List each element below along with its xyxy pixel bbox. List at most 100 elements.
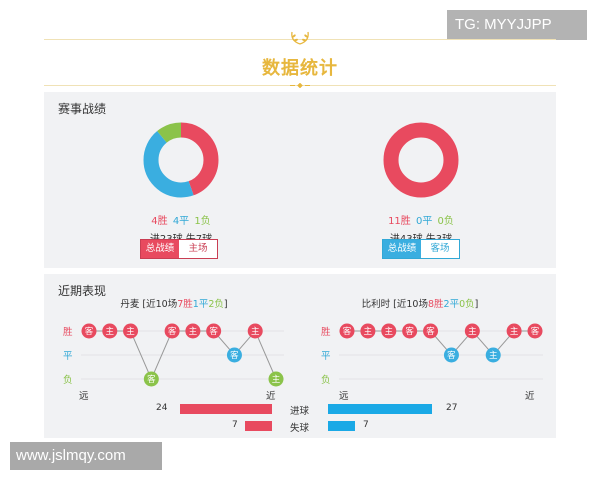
right-caption-wins: 8胜 [427,299,444,310]
left-form-marker [247,323,263,339]
right-form-venue-label: 主 [364,326,373,337]
right-wins: 11胜 [388,216,411,227]
right-record-donut-chart [383,122,459,198]
right-form-marker [527,323,543,339]
right-form-venue-label: 客 [531,326,540,337]
right-form-match-6: 客 [443,347,459,363]
left-home-button[interactable]: 主场 [179,240,217,258]
right-form-venue-label: 主 [510,326,519,337]
right-form-match-8: 主 [485,347,501,363]
left-form-match-9: 主 [247,323,263,339]
right-form-marker [423,323,439,339]
left-form-venue-label: 主 [106,326,115,337]
left-form-match-8: 客 [226,347,242,363]
left-caption-suffix: ] [223,299,228,310]
right-form-match-10: 客 [527,323,543,339]
left-form-match-1: 客 [81,323,97,339]
record-panel-title: 赛事战绩 [58,102,107,116]
right-caption-losses: 0负 [459,299,475,310]
right-record-toggle: 总战绩 客场 [382,239,460,259]
right-away-button[interactable]: 客场 [421,240,459,258]
left-caption-prefix: [近10场 [139,299,178,310]
right-x-label-far: 远 [339,391,349,402]
left-y-label-draw: 平 [63,351,73,362]
right-y-label-win: 胜 [321,327,331,338]
right-form-venue-label: 主 [385,326,394,337]
right-goals-conceded-bar [328,421,355,431]
left-form-marker [164,323,180,339]
left-goals-conceded-value: 7 [232,420,238,430]
form-panel-title: 近期表现 [58,284,107,298]
left-form-marker [143,371,159,387]
left-form-caption: 丹麦 [近10场7胜1平2负] [94,296,254,310]
header-divider-top [44,39,556,40]
right-form-match-3: 主 [381,323,397,339]
left-form-marker [226,347,242,363]
left-form-marker [102,323,118,339]
right-goals-scored-bar [328,404,432,414]
right-form-venue-label: 主 [489,350,498,361]
left-form-venue-label: 主 [126,326,135,337]
right-caption-draws: 2平 [443,299,460,310]
match-record-panel: 赛事战绩 4胜 4平 1负 进23球 失7球 总战绩 主场 11胜 0平 0负 … [44,92,556,268]
left-total-record-button[interactable]: 总战绩 [141,240,179,258]
left-goals-scored-bar [179,404,272,414]
right-form-match-7: 主 [464,323,480,339]
right-form-marker [485,347,501,363]
left-donut-slice-draws [143,122,219,198]
left-caption-wins: 7胜 [177,299,193,310]
left-form-marker [185,323,201,339]
left-record-donut-chart [143,122,219,198]
left-form-marker [206,323,222,339]
left-form-match-6: 主 [185,323,201,339]
watermark-telegram: TG: MYYJJPP [447,10,587,40]
left-form-match-7: 客 [206,323,222,339]
right-form-match-5: 客 [423,323,439,339]
right-form-marker [506,323,522,339]
goals-scored-label: 进球 [290,406,310,417]
right-form-marker [381,323,397,339]
left-form-venue-label: 主 [189,326,198,337]
left-y-label-loss: 负 [63,375,73,386]
left-losses: 1负 [194,216,211,227]
right-form-venue-label: 客 [447,350,456,361]
recent-form-chart: 客主主客客主客客主主客主主客客客主主主客 [81,323,543,387]
left-caption-losses: 2负 [208,299,224,310]
left-x-label-near: 近 [266,391,276,402]
left-form-marker [123,323,139,339]
right-caption-prefix: [近10场 [390,299,428,310]
right-goals-conceded-value: 7 [363,420,369,430]
right-form-venue-label: 客 [343,326,352,337]
left-form-venue-label: 客 [230,350,239,361]
right-form-match-2: 主 [360,323,376,339]
right-caption-suffix: ] [474,299,479,310]
left-form-venue-label: 客 [209,326,218,337]
left-team-name: 丹麦 [120,299,140,310]
left-goals-scored-value: 24 [156,403,168,413]
right-form-match-1: 客 [339,323,355,339]
right-form-match-4: 客 [402,323,418,339]
left-wins: 4胜 [151,216,168,227]
left-form-match-5: 客 [164,323,180,339]
diamond-ornament-icon [290,83,310,88]
right-form-match-9: 主 [506,323,522,339]
left-form-venue-label: 主 [251,326,260,337]
left-goals-conceded-bar [245,421,272,431]
right-form-caption: 比利时 [近10场8胜2平0负] [340,296,500,310]
right-total-record-button[interactable]: 总战绩 [383,240,421,258]
left-form-match-10: 主 [268,371,284,387]
left-form-marker [81,323,97,339]
section-header: 数据统计 [44,28,556,88]
right-draws: 0平 [415,216,433,227]
right-team-name: 比利时 [361,299,391,310]
right-form-marker [339,323,355,339]
left-form-venue-label: 客 [168,326,177,337]
left-form-line [89,330,277,381]
recent-form-panel: 近期表现 丹麦 [近10场7胜1平2负] 比利时 [近10场8胜2平0负] 胜 … [44,274,556,438]
left-form-venue-label: 客 [147,374,156,385]
left-x-label-far: 远 [79,391,89,402]
left-form-match-3: 主 [123,323,139,339]
left-form-match-4: 客 [143,371,159,387]
right-y-label-loss: 负 [321,375,331,386]
right-form-line [347,330,535,356]
